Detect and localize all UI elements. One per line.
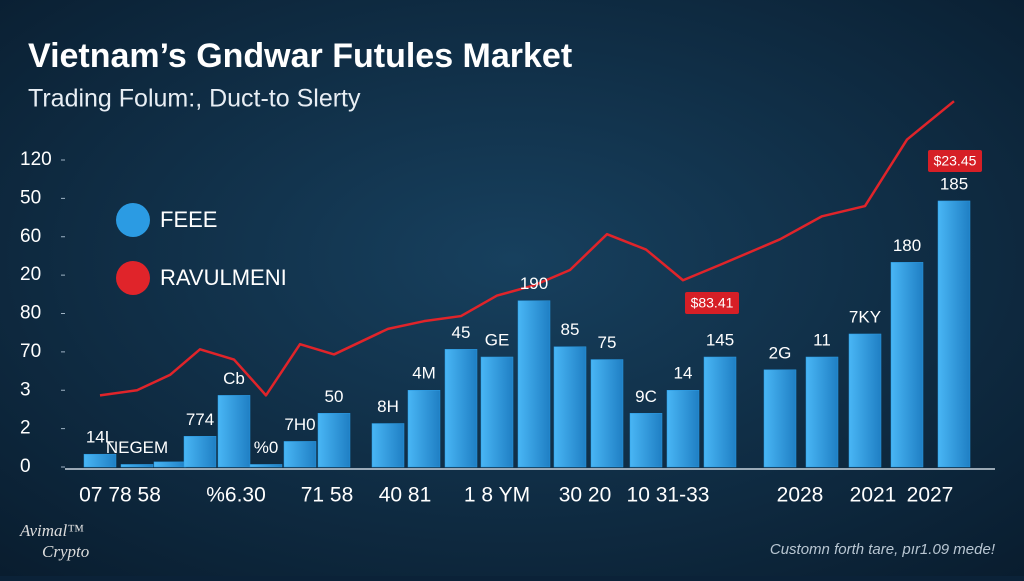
bar-label: 774 xyxy=(186,410,214,429)
x-tick-label: 07 78 58 xyxy=(79,484,161,507)
y-tick-label: 0 xyxy=(20,456,31,477)
x-tick-label: 10 31-33 xyxy=(627,484,710,507)
x-tick-label: 2028 xyxy=(777,484,824,507)
bar-label: 85 xyxy=(561,320,580,339)
bar-label: 4M xyxy=(412,364,436,383)
bar xyxy=(480,356,514,468)
bar xyxy=(183,436,217,468)
y-tick-label: 3 xyxy=(20,379,31,400)
legend-swatch xyxy=(116,261,150,295)
bar xyxy=(553,346,587,468)
bar-label: 50 xyxy=(325,387,344,406)
x-tick-label: %6.30 xyxy=(206,484,266,507)
y-tick-label: 50 xyxy=(20,187,41,208)
x-tick-label: 1 8 YM xyxy=(464,484,530,507)
bar xyxy=(407,390,441,468)
bar xyxy=(763,369,797,468)
bar xyxy=(444,349,478,468)
x-tick-label: 40 81 xyxy=(379,484,432,507)
bar xyxy=(249,464,283,468)
bar xyxy=(890,262,924,468)
y-tick-label: 2 xyxy=(20,418,31,439)
x-tick-label: 2027 xyxy=(907,484,954,507)
bar-label: 7H0 xyxy=(284,415,315,434)
y-tick-label: 80 xyxy=(20,303,41,324)
bar-label: 2G xyxy=(769,343,792,362)
bar xyxy=(937,200,971,468)
x-tick-label: 2021 xyxy=(850,484,897,507)
bar-label: %0 xyxy=(254,438,279,457)
bar-label: 9C xyxy=(635,387,657,406)
bar xyxy=(120,464,154,468)
bar-label: 11 xyxy=(813,330,831,349)
callout: $83.41 xyxy=(691,295,734,311)
legend-swatch xyxy=(116,203,150,237)
bar xyxy=(666,390,700,468)
bar-label: Cb xyxy=(223,369,245,388)
legend-label: FEEE xyxy=(160,207,217,232)
logo: Crypto xyxy=(42,542,89,561)
bar xyxy=(153,461,187,468)
bar xyxy=(805,356,839,468)
bar-label: NEGEM xyxy=(106,438,168,457)
line xyxy=(99,100,955,397)
bar-label: 14L xyxy=(86,428,114,447)
bar xyxy=(703,356,737,468)
bar-label: 145 xyxy=(706,330,734,349)
y-tick-label: 20 xyxy=(20,264,41,285)
bar-label: 45 xyxy=(452,323,471,342)
bar-label: 185 xyxy=(940,174,968,193)
bar xyxy=(371,423,405,468)
bar xyxy=(629,413,663,468)
callout-box xyxy=(928,150,982,172)
bar xyxy=(283,441,317,468)
callout: $23.45 xyxy=(934,153,977,169)
bar-label: 14 xyxy=(674,364,693,383)
bar xyxy=(217,395,251,468)
y-tick-label: 120 xyxy=(20,149,52,170)
chart-title: Vietnam’s Gndwar Futules Market xyxy=(28,37,572,75)
bar-label: GE xyxy=(485,330,510,349)
bar xyxy=(83,453,117,468)
bar xyxy=(848,333,882,468)
bar-label: 7KY xyxy=(849,307,881,326)
legend: FEEE RAVULMENI xyxy=(116,203,287,295)
chart-subtitle: Trading Folum:, Duct-to Slerty xyxy=(28,85,361,113)
legend-label: RAVULMENI xyxy=(160,265,287,290)
x-tick-label: 30 20 xyxy=(559,484,612,507)
bar xyxy=(590,359,624,468)
y-tick-label: 70 xyxy=(20,341,41,362)
bar-label: 8H xyxy=(377,397,399,416)
bar-label: 75 xyxy=(598,333,617,352)
x-tick-label: 71 58 xyxy=(301,484,354,507)
callout-box xyxy=(685,292,739,314)
y-tick-label: 60 xyxy=(20,226,41,247)
bar-label: 190 xyxy=(520,274,548,293)
bar xyxy=(517,300,551,468)
footer: Customn forth tare, pır1.09 mede! xyxy=(770,541,996,558)
bar-label: 180 xyxy=(893,236,921,255)
logo: Avimal™ xyxy=(19,521,84,540)
bar xyxy=(317,413,351,468)
